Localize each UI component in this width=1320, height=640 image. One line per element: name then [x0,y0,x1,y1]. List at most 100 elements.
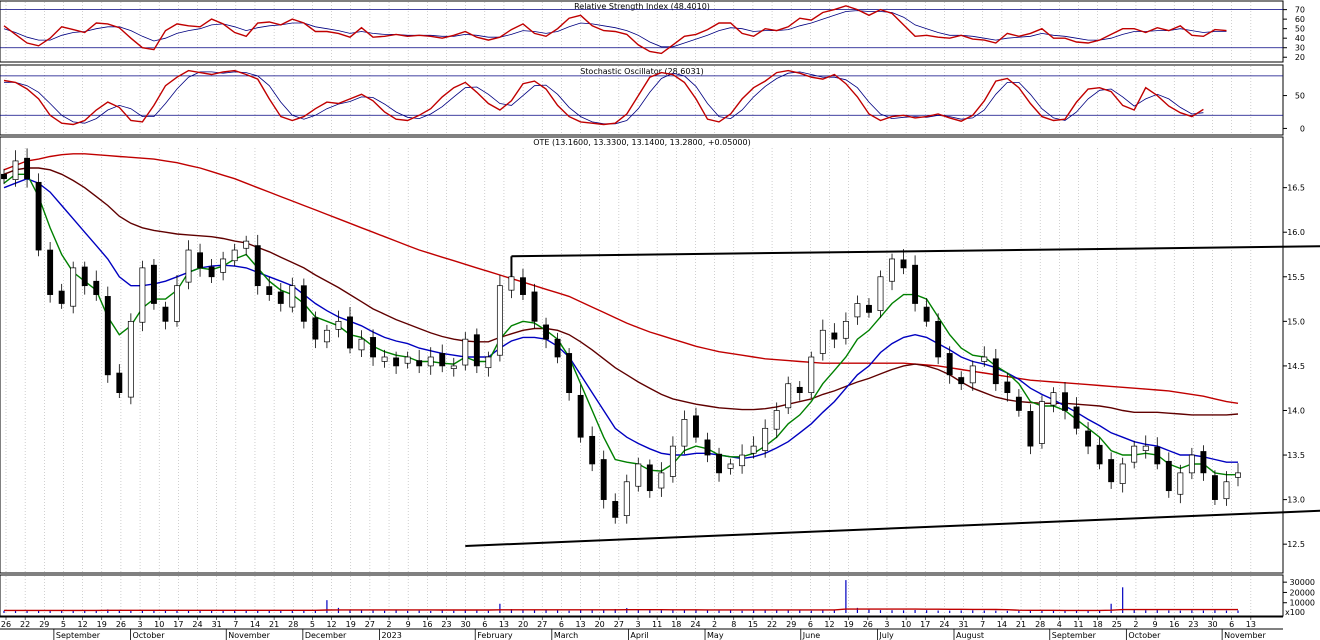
candle-body [231,249,238,262]
candle-body [1235,472,1241,478]
candle-body [104,296,111,376]
candle-body [323,329,330,343]
y-tick-label: 50 [1295,25,1305,34]
candle-body [289,285,296,308]
x-day-label: 14 [997,620,1007,629]
x-month-label: October [1128,631,1161,640]
candle-body [81,266,88,287]
candle-body [554,338,561,358]
candle-body [1073,406,1080,429]
candle-body [750,445,757,454]
x-day-label: 29 [786,620,796,629]
candle-body [1062,392,1068,411]
candle-body [773,410,780,430]
y-tick-label: 16.5 [1287,184,1305,193]
x-month-label: June [802,631,821,640]
candle-body [462,338,469,366]
x-month-label: February [477,631,513,640]
x-day-label: 11 [1073,620,1083,629]
candle-body [197,252,204,269]
candle-body [439,353,446,367]
candle-body [1108,459,1115,483]
candle-body [1015,396,1022,411]
x-day-label: 22 [20,620,30,629]
stochastic-panel: Stochastic Oscillator (28.6031) 50 0 [0,64,1305,136]
candle-body [220,258,227,273]
y-tick-label: 15.5 [1287,273,1305,282]
y-tick-label: 20 [1295,53,1305,62]
x-day-label: 10 [901,620,911,629]
candle-body [1,173,7,180]
candle-body [393,357,400,367]
stochastic-title: Stochastic Oscillator (28.6031) [580,67,704,76]
x-day-label: 20 [518,620,528,629]
x-day-label: 19 [97,620,107,629]
y-tick-label: 10000 [1290,599,1315,608]
candle-body [70,267,77,307]
x-day-label: 26 [116,620,126,629]
candle-body [473,334,480,367]
x-month-label: 2023 [381,631,401,640]
y-tick-label: 30 [1295,44,1305,53]
x-day-label: 3 [138,620,143,629]
moving-average-line [3,177,1238,463]
x-day-label: 29 [39,620,49,629]
candle-body [266,286,273,295]
x-month-label: September [56,631,101,640]
candle-body [566,353,573,394]
x-day-label: 27 [365,620,375,629]
candle-body [1038,401,1045,444]
candle-body [946,353,953,376]
x-day-label: 26 [1,620,11,629]
candle-body [992,358,999,385]
x-day-label: 7 [233,620,238,629]
x-month-label: November [228,631,270,640]
x-month-label: April [630,631,648,640]
x-day-label: 8 [731,620,736,629]
x-day-label: 31 [212,620,222,629]
x-day-label: 27 [537,620,547,629]
x-day-label: 23 [441,620,451,629]
candle-body [208,266,215,278]
candle-body [370,337,376,358]
x-day-label: 24 [690,620,700,629]
candle-body [243,240,250,249]
x-month-label: November [1224,631,1266,640]
candle-body [1096,444,1103,465]
x-day-label: 7 [980,620,985,629]
x-day-label: 16 [1169,620,1179,629]
candle-body [254,245,261,287]
x-day-label: 30 [1207,620,1217,629]
rsi-series-line [3,10,1227,48]
candle-body [669,445,676,477]
candle-body [531,291,538,322]
candle-body [693,415,699,438]
x-day-label: 6 [1229,620,1234,629]
candle-body [1119,463,1126,484]
candle-body [58,290,65,304]
x-day-label: 2 [712,620,717,629]
x-day-label: 27 [614,620,624,629]
candle-body [1177,472,1184,495]
y-tick-label: 50 [1295,92,1305,101]
x-day-label: 25 [1112,620,1122,629]
price-title: OTE (13.1600, 13.3300, 13.1400, 13.2800,… [533,138,750,147]
candle-body [658,472,665,489]
y-tick-label: 13.0 [1287,496,1305,505]
candle-body [496,285,503,356]
x-month-label: September [1052,631,1097,640]
candle-body [785,383,792,409]
candle-body [1142,445,1149,451]
x-day-label: 18 [671,620,681,629]
candle-body [958,377,965,385]
rsi-title: Relative Strength Index (48.4010) [574,2,710,11]
candle-body [427,356,434,367]
candle-body [1223,481,1230,500]
x-day-label: 6 [808,620,813,629]
candle-body [577,394,584,438]
candle-body [819,329,826,354]
x-day-label: 18 [1093,620,1103,629]
x-day-label: 21 [1016,620,1026,629]
candle-body [796,386,803,394]
